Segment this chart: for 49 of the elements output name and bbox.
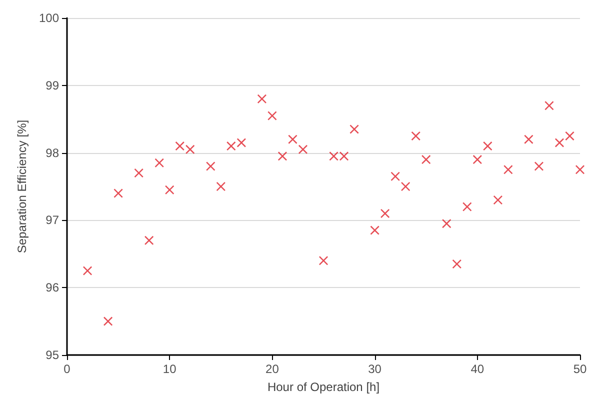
- point: [319, 256, 328, 266]
- y-tick-label: 96: [46, 280, 60, 295]
- point: [298, 144, 308, 154]
- x-tick-label: 40: [470, 362, 484, 376]
- point: [370, 226, 380, 235]
- point: [565, 131, 574, 140]
- point: [452, 260, 462, 269]
- point: [380, 208, 390, 218]
- point: [422, 155, 431, 164]
- point: [534, 162, 544, 171]
- x-axis-title: Hour of Operation [h]: [267, 380, 380, 394]
- y-tick-label: 97: [46, 213, 60, 228]
- point: [411, 131, 420, 140]
- point: [524, 134, 534, 144]
- point: [576, 165, 584, 174]
- y-axis-title: Separation Efficiency [%]: [15, 120, 30, 254]
- y-tick-label: 98: [46, 146, 60, 160]
- point: [216, 182, 226, 191]
- point: [175, 142, 184, 151]
- point: [186, 144, 195, 154]
- point: [154, 158, 164, 168]
- point: [544, 101, 554, 110]
- point: [483, 142, 492, 151]
- point: [472, 155, 482, 164]
- y-tick-label: 100: [38, 11, 60, 25]
- point: [226, 142, 236, 151]
- x-tick-label: 30: [368, 362, 382, 376]
- point: [340, 152, 349, 161]
- y-tick-label: 95: [46, 348, 60, 362]
- point: [493, 195, 502, 204]
- point: [278, 152, 287, 161]
- point: [442, 219, 452, 228]
- point: [257, 94, 266, 104]
- point: [206, 162, 216, 171]
- x-tick-label: 0: [64, 362, 71, 376]
- point: [144, 236, 154, 245]
- point: [462, 202, 472, 212]
- point: [236, 138, 246, 148]
- x-tick-label: 10: [162, 362, 177, 376]
- point: [504, 165, 513, 174]
- point: [104, 316, 113, 326]
- y-tick-label: 99: [46, 78, 60, 92]
- point: [134, 168, 144, 178]
- point: [165, 185, 174, 194]
- x-tick-label: 20: [266, 362, 280, 376]
- x-tick-label: 50: [573, 362, 587, 376]
- point: [554, 138, 564, 148]
- point: [83, 266, 92, 276]
- point: [390, 172, 400, 181]
